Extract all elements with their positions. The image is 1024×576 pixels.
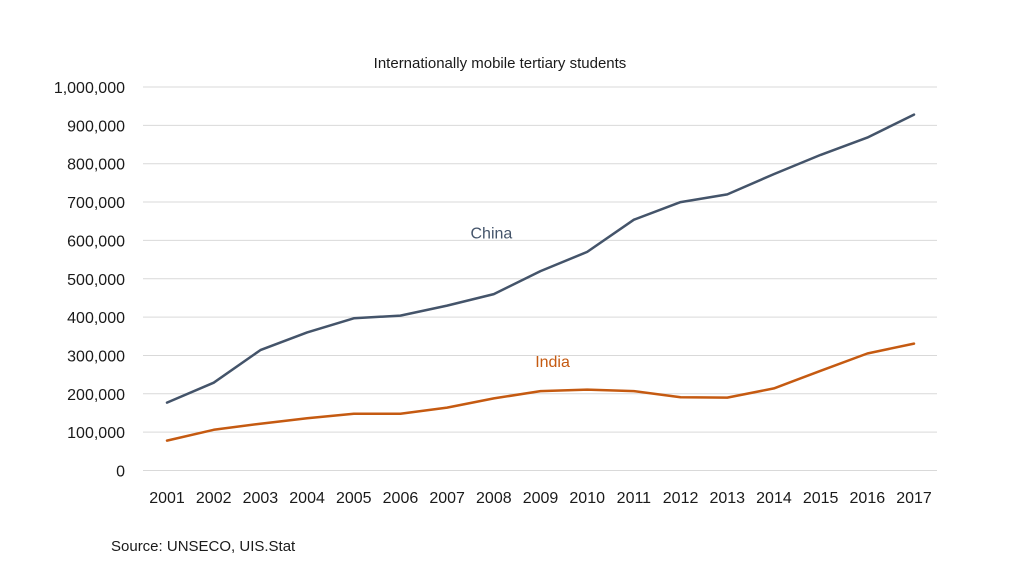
x-tick-label: 2012 (663, 490, 699, 507)
chart-title: Internationally mobile tertiary students (374, 55, 627, 72)
x-tick-label: 2010 (569, 490, 605, 507)
y-tick-label: 300,000 (67, 348, 125, 365)
series-lines (165, 113, 916, 442)
y-tick-label: 600,000 (67, 233, 125, 250)
y-tick-label: 0 (116, 464, 125, 481)
y-tick-label: 100,000 (67, 425, 125, 442)
x-tick-label: 2001 (149, 490, 185, 507)
y-tick-label: 200,000 (67, 387, 125, 404)
series-label-china: China (471, 226, 513, 243)
series-labels: China India (471, 226, 570, 371)
y-tick-label: 500,000 (67, 272, 125, 289)
x-tick-label: 2014 (756, 490, 792, 507)
gridlines (143, 86, 937, 471)
source-note: Source: UNSECO, UIS.Stat (111, 538, 296, 555)
x-tick-label: 2003 (243, 490, 279, 507)
x-tick-label: 2016 (850, 490, 886, 507)
x-tick-label: 2005 (336, 490, 372, 507)
x-tick-label: 2011 (617, 490, 652, 507)
x-tick-label: 2008 (476, 490, 512, 507)
x-tick-label: 2004 (289, 490, 325, 507)
y-tick-label: 700,000 (67, 195, 125, 212)
line-chart: Internationally mobile tertiary students… (54, 55, 937, 507)
series-line-india (165, 342, 916, 442)
x-tick-label: 2006 (383, 490, 419, 507)
x-tick-label: 2002 (196, 490, 232, 507)
x-tick-label: 2009 (523, 490, 559, 507)
y-tick-label: 800,000 (67, 157, 125, 174)
y-axis-ticks: 0 100,000 200,000 300,000 400,000 500,000 600,… (54, 80, 125, 481)
y-tick-label: 400,000 (67, 310, 125, 327)
x-tick-label: 2015 (803, 490, 839, 507)
x-axis-ticks: 2001 2002 2003 2004 2005 2006 2007 2008 2009 2010… (149, 490, 932, 507)
series-line-china (165, 113, 916, 404)
x-tick-label: 2007 (429, 490, 465, 507)
y-tick-label: 1,000,000 (54, 80, 125, 97)
series-label-india: India (535, 354, 570, 371)
y-tick-label: 900,000 (67, 118, 125, 135)
x-tick-label: 2017 (896, 490, 932, 507)
x-tick-label: 2013 (709, 490, 745, 507)
